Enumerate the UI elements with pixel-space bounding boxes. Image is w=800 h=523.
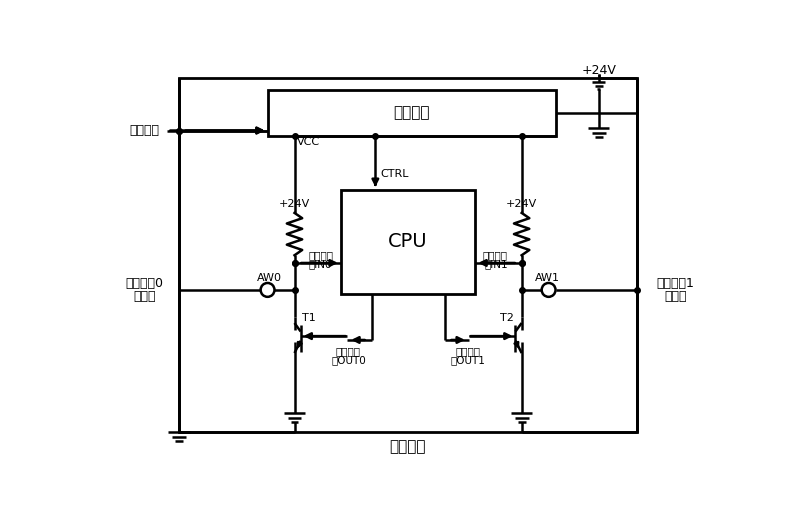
Text: 端IN0: 端IN0 bbox=[308, 259, 332, 269]
Text: CTRL: CTRL bbox=[381, 168, 410, 179]
Text: 控制端: 控制端 bbox=[665, 290, 687, 303]
Text: 端OUT1: 端OUT1 bbox=[450, 355, 485, 365]
Text: 唤醒控制: 唤醒控制 bbox=[455, 346, 480, 356]
Text: 系统模块: 系统模块 bbox=[390, 439, 426, 454]
Text: T1: T1 bbox=[302, 313, 316, 323]
Text: 唤醒信号: 唤醒信号 bbox=[130, 124, 159, 137]
Text: 唤醒控制: 唤醒控制 bbox=[308, 251, 334, 260]
Text: 唤醒控制: 唤醒控制 bbox=[482, 251, 508, 260]
Text: +24V: +24V bbox=[582, 64, 616, 77]
Text: +24V: +24V bbox=[506, 199, 538, 209]
Text: CPU: CPU bbox=[388, 232, 427, 251]
Text: 外部唤醒1: 外部唤醒1 bbox=[657, 277, 694, 290]
Bar bbox=[267, 90, 556, 136]
Text: 控制端: 控制端 bbox=[133, 290, 155, 303]
Text: 外部唤醒0: 外部唤醒0 bbox=[126, 277, 163, 290]
Text: 端IN1: 端IN1 bbox=[484, 259, 508, 269]
Bar bbox=[179, 78, 637, 433]
Text: +24V: +24V bbox=[279, 199, 310, 209]
Text: T2: T2 bbox=[500, 313, 514, 323]
Text: AW1: AW1 bbox=[534, 272, 559, 282]
Text: 电源单元: 电源单元 bbox=[394, 105, 430, 120]
Text: 端OUT0: 端OUT0 bbox=[331, 355, 366, 365]
Text: VCC: VCC bbox=[297, 137, 320, 147]
Text: 唤醒控制: 唤醒控制 bbox=[336, 346, 361, 356]
Bar bbox=[341, 190, 475, 294]
Text: AW0: AW0 bbox=[257, 272, 282, 282]
